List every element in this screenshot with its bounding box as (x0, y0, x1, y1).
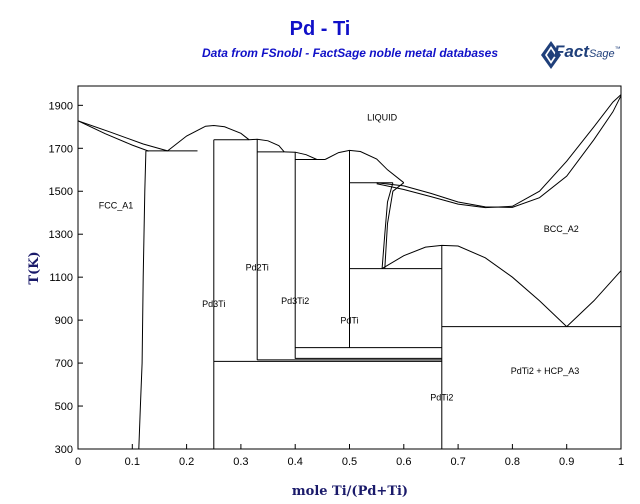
y-tick-label: 1700 (49, 143, 73, 155)
phase-label: PdTi2 (430, 393, 453, 403)
logo-text: FactSage™ (554, 42, 621, 62)
phase-label: FCC_A1 (99, 200, 134, 210)
y-tick-label: 900 (55, 315, 73, 327)
page-title: Pd - Ti (289, 18, 351, 40)
phase-boundary-line-7 (376, 94, 622, 209)
phase-boundary-line-28 (566, 270, 622, 327)
phase-label: LIQUID (367, 112, 398, 122)
x-axis-title: mole Ti/(Pd+Ti) (292, 484, 408, 499)
y-tick-label: 1500 (49, 186, 73, 198)
axis-ticks: 0 0.1 0.2 0.3 0.4 0.5 0.6 0.7 0.8 0.9 130050070090… (49, 100, 625, 468)
phase-boundary-line-1 (77, 120, 168, 152)
phase-label: Pd3Ti (202, 299, 225, 309)
y-tick-label: 500 (55, 401, 73, 413)
logo-diamond-icon (541, 41, 561, 69)
phase-labels: LIQUID FCC_A1 BCC_A2 Pd2Ti Pd3Ti Pd3Ti2 PdTi Pd… (99, 112, 579, 402)
x-tick-label: 0.2 (179, 456, 194, 468)
x-tick-label: 0.5 (342, 456, 357, 468)
x-tick-label: 1 (618, 456, 624, 468)
logo-trademark: ™ (614, 46, 621, 53)
x-tick-label: 0.7 (450, 456, 465, 468)
phase-boundary-line-2 (167, 124, 250, 152)
phase-boundary-line-3 (248, 138, 285, 153)
phase-boundary-line-22 (381, 182, 394, 269)
phase-boundary-line-23 (384, 182, 405, 269)
phase-label: PdTi (340, 315, 358, 325)
logo-sub-text: Sage (588, 48, 615, 60)
x-tick-label: 0.3 (233, 456, 248, 468)
x-tick-label: 0.6 (396, 456, 411, 468)
phase-boundary-line-25 (381, 244, 568, 327)
x-tick-label: 0.4 (288, 456, 303, 468)
phase-boundary-line-6 (376, 95, 622, 208)
y-axis-title: T(K) (27, 251, 42, 284)
logo-main-text: Fact (554, 42, 589, 61)
y-tick-label: 1300 (49, 229, 73, 241)
phase-boundary-line-0 (77, 120, 149, 152)
phase-label: BCC_A2 (544, 224, 579, 234)
x-tick-label: 0.9 (559, 456, 574, 468)
y-tick-label: 1100 (49, 272, 73, 284)
phase-label: Pd3Ti2 (281, 296, 309, 306)
phase-boundary-line-4 (284, 151, 318, 160)
page-subtitle: Data from FSnobl - FactSage noble metal … (201, 46, 499, 60)
phase-boundary-line-5 (324, 149, 405, 184)
x-tick-label: 0.8 (505, 456, 520, 468)
phase-label: Pd2Ti (246, 263, 269, 273)
x-tick-label: 0 (75, 456, 81, 468)
phase-label: PdTi2 + HCP_A3 (511, 366, 579, 376)
y-tick-label: 700 (55, 358, 73, 370)
x-tick-label: 0.1 (125, 456, 140, 468)
phase-boundary-line-9 (138, 150, 147, 450)
y-tick-label: 1900 (49, 100, 73, 112)
factsage-logo: FactSage™ (540, 38, 636, 72)
phase-boundaries (77, 94, 622, 450)
y-tick-label: 300 (55, 444, 73, 456)
